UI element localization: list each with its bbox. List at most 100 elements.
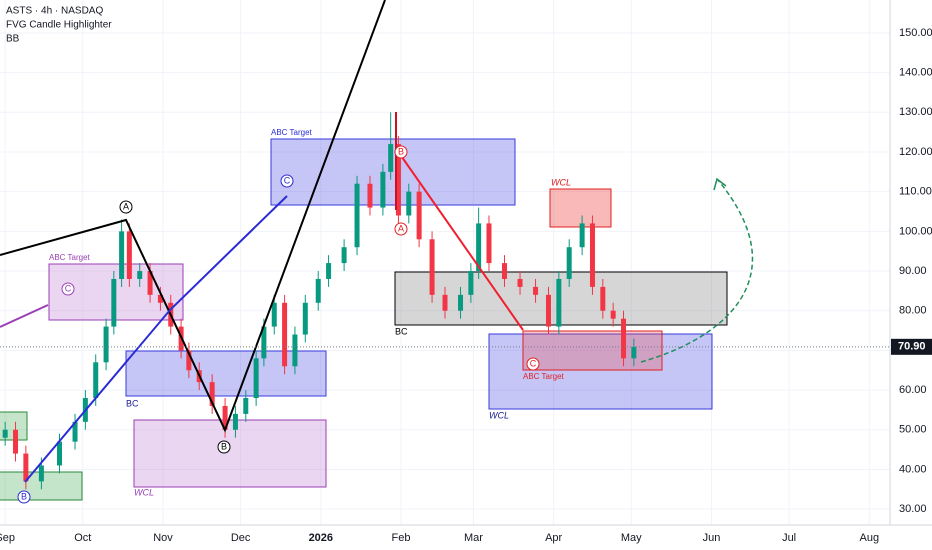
annotation: ABC Target xyxy=(271,128,313,137)
candle-body xyxy=(326,263,332,279)
annotation: ABC Target xyxy=(49,253,91,262)
zone xyxy=(549,188,612,228)
candle-body xyxy=(93,362,99,399)
arrow xyxy=(640,179,754,363)
x-tick-label: Mar xyxy=(464,532,483,544)
y-tick-label: 60.00 xyxy=(899,384,927,396)
zone xyxy=(133,419,327,488)
candle-body xyxy=(119,231,125,279)
marker xyxy=(17,490,31,504)
candle-body xyxy=(533,286,539,295)
y-tick-label: 130.00 xyxy=(899,106,932,118)
marker xyxy=(280,174,294,188)
candle-body xyxy=(566,247,572,279)
waves xyxy=(0,0,754,483)
candle-body xyxy=(341,247,347,264)
last-price-label: 70.90 xyxy=(898,341,926,353)
chart-title: ASTS · 4h · NASDAQ xyxy=(6,6,103,17)
candle-body xyxy=(442,294,448,311)
marker xyxy=(526,357,540,371)
y-tick-label: 30.00 xyxy=(899,503,927,515)
candle-body xyxy=(253,358,259,399)
candle-body xyxy=(243,398,249,414)
x-tick-label: Oct xyxy=(74,532,91,544)
marker xyxy=(394,222,408,236)
candle-body xyxy=(631,346,637,359)
candle-body xyxy=(186,350,192,371)
candle-body xyxy=(72,421,78,442)
candle-body xyxy=(589,223,595,287)
x-tick-label: Feb xyxy=(392,532,411,544)
candle-body xyxy=(367,183,373,208)
marker xyxy=(217,440,231,454)
annotation: B xyxy=(221,441,227,451)
candle-body xyxy=(545,294,551,327)
candle-body xyxy=(23,453,29,482)
candle-body xyxy=(579,223,585,248)
candle-body xyxy=(416,191,422,240)
candle-body xyxy=(354,183,360,248)
candles xyxy=(2,112,637,490)
candle-body xyxy=(468,271,474,295)
candle-body xyxy=(137,271,143,279)
candle-body xyxy=(126,231,132,279)
annotation: BC xyxy=(126,398,139,408)
x-tick-label: Apr xyxy=(545,532,562,544)
y-tick-label: 110.00 xyxy=(899,186,932,198)
x-tick-label: Nov xyxy=(153,532,173,544)
candle-body xyxy=(271,302,277,327)
x-tick-label: 2026 xyxy=(309,532,333,544)
annotation: ABC Target xyxy=(523,372,565,381)
annotation: B xyxy=(21,491,27,501)
indicator-label: FVG Candle Highlighter xyxy=(6,20,112,31)
y-tick-label: 90.00 xyxy=(899,265,927,277)
annotations: ABC Target C ABC Target C BC WCL A B B B… xyxy=(21,128,571,501)
candle-body xyxy=(621,318,627,359)
candle-body xyxy=(292,334,298,367)
x-tick-label: Sep xyxy=(0,532,15,544)
candle-body xyxy=(147,271,153,295)
candle-body xyxy=(556,278,562,327)
candle-body xyxy=(517,278,523,287)
candle-body xyxy=(486,223,492,264)
x-tick-label: Jun xyxy=(703,532,721,544)
candle-body xyxy=(103,326,109,363)
candle-body xyxy=(315,278,321,303)
annotation: BC xyxy=(395,326,408,336)
y-tick-label: 140.00 xyxy=(899,67,932,79)
candle-body xyxy=(13,429,19,454)
candle-body xyxy=(157,294,163,303)
annotation: C xyxy=(530,358,537,368)
candle-body xyxy=(302,302,308,335)
zones xyxy=(0,138,728,501)
marker xyxy=(394,145,408,159)
candle-body xyxy=(429,239,435,295)
candle-body xyxy=(38,465,44,482)
y-tick-label: 100.00 xyxy=(899,225,932,237)
y-tick-label: 50.00 xyxy=(899,424,927,436)
candle-body xyxy=(476,223,482,272)
annotation: A xyxy=(123,201,129,211)
wave-line xyxy=(396,149,524,331)
annotation: WCL xyxy=(551,177,571,187)
circle-markers xyxy=(17,145,540,504)
marker xyxy=(119,200,133,214)
marker xyxy=(61,282,75,296)
y-tick-label: 120.00 xyxy=(899,146,932,158)
x-tick-label: May xyxy=(621,532,642,544)
x-tick-label: Jul xyxy=(782,532,796,544)
candle-body xyxy=(458,294,464,311)
annotation: C xyxy=(65,283,72,293)
wave-line xyxy=(0,0,386,433)
indicator-label: BB xyxy=(6,34,20,45)
y-tick-label: 150.00 xyxy=(899,27,932,39)
candle-body xyxy=(2,429,8,438)
wave-line xyxy=(24,195,288,483)
candle-body xyxy=(502,263,508,279)
candle-body xyxy=(282,302,288,367)
candle-body xyxy=(380,171,386,208)
candle-body xyxy=(600,286,606,311)
x-tick-label: Dec xyxy=(231,532,251,544)
candle-body xyxy=(222,405,228,430)
